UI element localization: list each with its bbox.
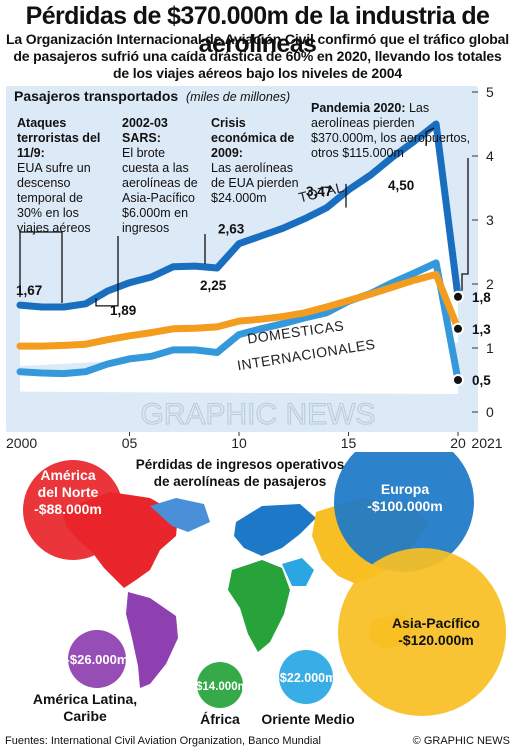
region-latin-america-value-line0: -$26.000m — [66, 652, 129, 667]
x-tick-label: 05 — [122, 435, 138, 451]
credit: © GRAPHIC NEWS — [412, 735, 510, 747]
point-label: 1,89 — [110, 303, 136, 318]
region-north-america-line0: América — [40, 467, 95, 483]
y-tick-label: 2 — [486, 276, 494, 292]
annotation-pandemic-head: Pandemia 2020: — [311, 101, 406, 115]
region-asia-pacific-line0: Asia-Pacífico — [392, 615, 480, 631]
leader-9-11 — [19, 231, 63, 304]
bubble-middle-east — [279, 650, 333, 704]
bubble-europe — [334, 452, 474, 572]
annotation-crisis-body: Las aerolíneas de EUA pierden $24.000m — [211, 161, 299, 205]
bubble-asia-pacific — [338, 548, 506, 716]
domestic-band — [20, 274, 458, 367]
bubble-north-america — [23, 460, 123, 560]
leader-pandemic — [425, 127, 435, 146]
end-marker-2 — [452, 374, 464, 386]
annotation-9-11: Ataques terroristas del 11/9: EUA sufre … — [17, 116, 109, 236]
region-africa-value-line0: -$14.000m — [192, 681, 248, 693]
series-line-total — [16, 120, 462, 311]
annotation-crisis-head: Crisis económica de 2009: — [211, 116, 295, 160]
point-label: 0,5 — [472, 373, 491, 388]
bubble-latin-america — [68, 630, 126, 688]
leader-sars — [95, 236, 119, 307]
greenland — [150, 498, 210, 532]
region-latin-america-name-line1: Caribe — [63, 708, 107, 724]
annotation-pandemic-body: Las aerolíneas pierden $370.000m, los ae… — [311, 101, 471, 160]
point-label: 1,3 — [472, 322, 491, 337]
chart-subtitle: (miles de millones) — [186, 90, 290, 104]
region-middle-east-name-line0: Oriente Medio — [261, 711, 354, 727]
point-label: 1,8 — [472, 290, 491, 305]
watermark: GRAPHIC NEWS — [140, 398, 375, 431]
region-middle-east-value-line0: -$22.000m — [276, 671, 336, 685]
series-line-domesticas — [16, 270, 462, 350]
region-europe-line1: -$100.000m — [367, 498, 443, 514]
region-latin-america-name-line0: América Latina, — [33, 691, 137, 707]
point-label: 2,25 — [200, 278, 227, 293]
annotation-9-11-head: Ataques terroristas del 11/9: — [17, 116, 101, 160]
continent-africa — [228, 560, 290, 652]
chart-title: Pasajeros transportados — [14, 88, 178, 104]
annotation-sars-head: 2002-03 SARS: — [122, 116, 168, 145]
continent-middle-east — [282, 558, 314, 586]
annotation-crisis-2009: Crisis económica de 2009: Las aerolíneas… — [211, 116, 301, 206]
region-africa-name-line0: África — [200, 711, 240, 727]
source-note: Fuentes: International Civil Aviation Or… — [5, 735, 321, 747]
x-tick-label: 15 — [341, 435, 357, 451]
losses-title-line1: Pérdidas de ingresos operativos — [136, 457, 345, 472]
y-tick-label: 3 — [486, 212, 494, 228]
bubble-africa — [197, 662, 243, 708]
end-marker-0 — [452, 290, 464, 303]
y-tick-label: 1 — [486, 340, 494, 356]
annotation-sars: 2002-03 SARS: El brote cuesta a las aero… — [122, 116, 204, 236]
y-tick-label: 5 — [486, 84, 494, 100]
y-tick-label: 0 — [486, 404, 494, 420]
annotation-pandemic-2020: Pandemia 2020: Las aerolíneas pierden $3… — [311, 101, 481, 161]
y-tick-label: 4 — [486, 148, 494, 164]
x-tick-label: 2000 — [6, 435, 37, 451]
page-subtitle: La Organización Internacional de Aviació… — [5, 31, 510, 81]
leader-pandemic-drop — [461, 158, 469, 291]
region-asia-pacific-line1: -$120.000m — [398, 632, 474, 648]
passenger-line-chart: GRAPHIC NEWS 0 1 2 3 4 5 2000 05 10 15 20 2021 Pasaje… — [6, 84, 503, 451]
annotation-sars-body: El brote cuesta a las aerolíneas de Asia… — [122, 146, 198, 235]
x-tick-label: 10 — [231, 435, 247, 451]
region-europe-line0: Europa — [381, 481, 429, 497]
annotation-9-11-body: EUA sufre un descenso temporal de 30% en… — [17, 161, 91, 235]
point-label: 3,47 — [306, 184, 332, 199]
x-tick-label: 2021 — [471, 435, 502, 451]
losses-title-line2: de aerolíneas de pasajeros — [154, 474, 327, 489]
point-label: 1,67 — [16, 283, 42, 298]
region-north-america-line1: del Norte — [38, 484, 99, 500]
page-title: Pérdidas de $370.000m de la industria de… — [25, 2, 490, 58]
continent-latin-america — [126, 592, 178, 688]
world-losses-map: Pérdidas de ingresos operativos de aerolí… — [0, 452, 515, 734]
region-north-america-line2: -$88.000m — [34, 501, 102, 517]
point-label: 2,63 — [218, 222, 245, 237]
point-label: 4,50 — [388, 178, 414, 193]
x-tick-label: 20 — [450, 435, 466, 451]
continent-europe — [234, 504, 316, 556]
end-marker-1 — [452, 322, 464, 335]
